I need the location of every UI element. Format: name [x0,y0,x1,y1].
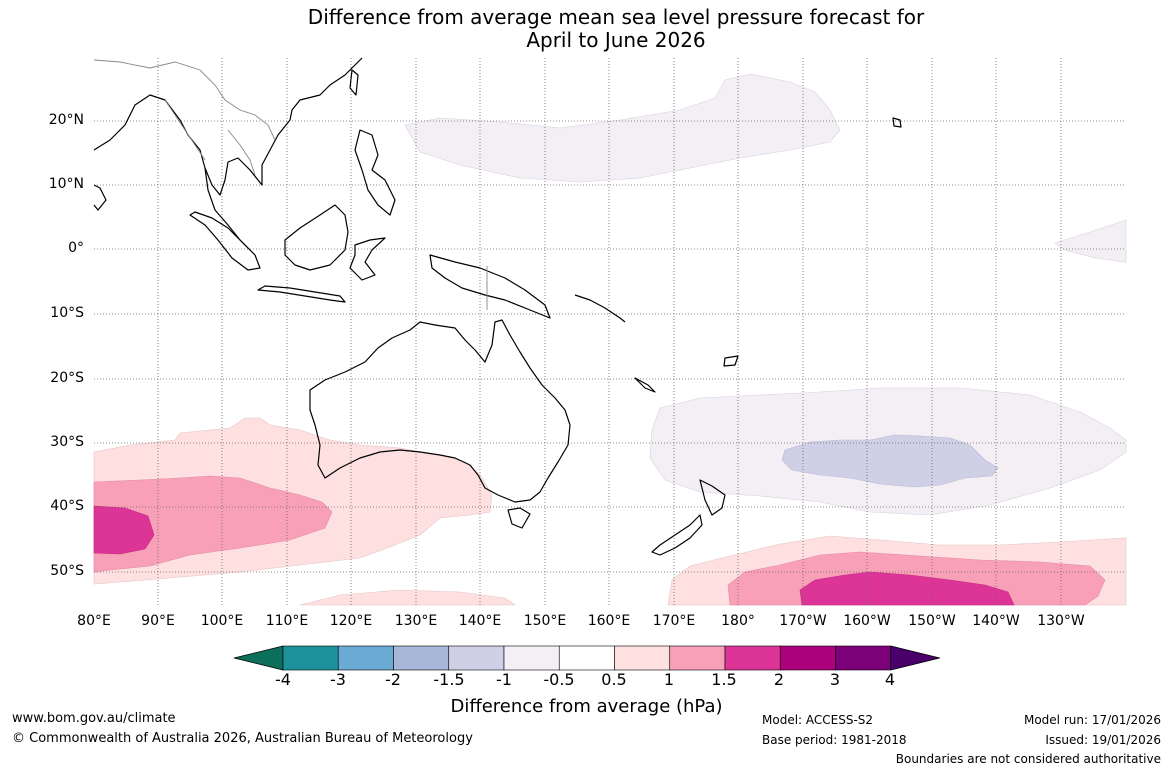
lon-label: 160°W [843,613,891,629]
lon-label: 100°E [200,613,244,629]
colorbar-tick: -3 [330,670,346,689]
coast-fiji [723,355,739,367]
copyright-text: © Commonwealth of Australia 2026, Austra… [12,731,473,746]
lat-label: 0° [68,240,84,256]
website-link[interactable]: www.bom.gov.au/climate [12,711,176,726]
colorbar-tick: -2 [385,670,401,689]
east-equatorial-weak-negative [1054,219,1127,263]
lat-label: 50°S [50,563,84,579]
lon-label: 130°W [1037,613,1085,629]
southwest-pacific-positive-core [799,571,1015,606]
lat-label: 20°N [48,112,84,128]
colorbar-segment [337,645,394,671]
colorbar-extend-low [233,645,284,671]
coast-taiwan [349,69,359,96]
colorbar-segment [835,645,892,671]
colorbar [233,645,940,671]
lon-label: 170°E [652,613,696,629]
colorbar-label: Difference from average (hPa) [450,696,723,717]
anomaly-fields [93,73,1127,606]
coast-new-zealand-north [699,479,726,516]
colorbar-segment [614,645,671,671]
colorbar-segment [503,645,560,671]
lat-label: 30°S [50,434,84,450]
coast-tasmania [507,507,531,529]
colorbar-segment [282,645,339,671]
colorbar-tick: 3 [829,670,841,689]
indian-ocean-positive-core [93,505,155,555]
coast-asia [93,57,363,196]
lat-label: 20°S [50,370,84,386]
colorbar-segment [724,645,781,671]
lat-label: 10°S [50,305,84,321]
south-pacific-negative-core [781,434,999,488]
colorbar-tick: 4 [884,670,896,689]
boundaries-disclaimer: Boundaries are not considered authoritat… [895,752,1161,766]
lon-label: 140°E [458,613,502,629]
map-title-line1: Difference from average mean sea level p… [307,5,925,29]
coast-hawaii [892,117,902,128]
lon-label: 150°E [523,613,567,629]
lon-label: 120°E [329,613,373,629]
colorbar-extend-high [890,645,940,671]
coastlines [93,57,902,556]
colorbar-segment [779,645,836,671]
model-name: Model: ACCESS-S2 [762,713,874,727]
colorbar-segment [558,645,615,671]
coast-india-east [93,184,107,211]
lon-label: 150°W [908,613,956,629]
country-borders [93,59,488,310]
colorbar-tick: 1.5 [711,670,737,689]
lon-label: 170°W [779,613,827,629]
colorbar-tick: 2 [773,670,785,689]
colorbar-tick: 0.5 [601,670,627,689]
lon-label: 160°E [587,613,631,629]
north-pacific-weak-negative [404,73,841,183]
colorbar-tick: -4 [275,670,291,689]
lon-label: 140°W [972,613,1020,629]
far-south-positive-strip [299,589,516,606]
colorbar-segment [669,645,726,671]
lon-label: 80°E [77,613,111,629]
coast-new-caledonia [634,377,656,393]
model-run-date: Model run: 17/01/2026 [1023,713,1161,727]
coast-malay-peninsula [204,167,249,249]
colorbar-segment [393,645,450,671]
coast-borneo [284,204,349,271]
coast-sumatra [189,211,261,271]
lon-label: 130°E [394,613,438,629]
lon-label: 110°E [265,613,309,629]
lon-label: 90°E [141,613,175,629]
coast-sulawesi [349,237,386,281]
base-period: Base period: 1981-2018 [762,733,907,747]
coast-solomon-islands [574,294,626,323]
coast-java [257,285,346,303]
colorbar-tick: -0.5 [543,670,575,689]
coast-philippines [354,129,396,216]
indian-ocean-positive-mid [93,475,333,573]
lat-label: 40°S [50,498,84,514]
lat-label: 10°N [48,176,84,192]
colorbar-segment [448,645,505,671]
colorbar-tick: -1.5 [433,670,465,689]
map-title-line2: April to June 2026 [526,28,706,52]
coast-new-guinea [429,254,551,319]
colorbar-tick: -1 [496,670,512,689]
coast-new-zealand-south [651,514,703,556]
lon-label: 180° [721,613,755,629]
graticule [94,58,1126,605]
colorbar-tick: 1 [663,670,675,689]
coast-australia [309,319,571,503]
issued-date: Issued: 19/01/2026 [1045,733,1161,747]
